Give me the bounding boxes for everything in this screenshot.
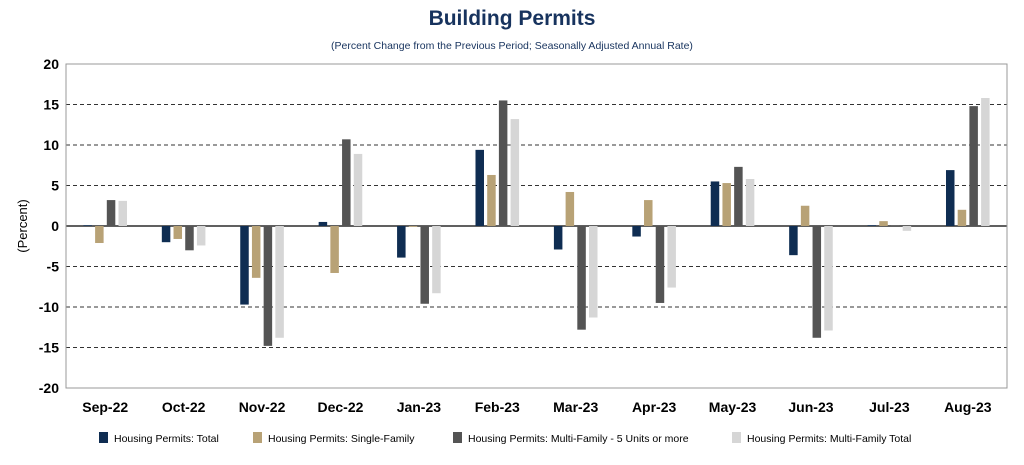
y-tick-label: 5 bbox=[51, 178, 59, 194]
bar bbox=[420, 226, 429, 304]
bar bbox=[745, 179, 755, 226]
bar bbox=[553, 226, 563, 250]
bar bbox=[722, 183, 731, 226]
bar bbox=[397, 226, 406, 258]
bar bbox=[867, 225, 877, 226]
bar bbox=[342, 139, 351, 226]
bar bbox=[824, 226, 833, 331]
bar bbox=[185, 226, 194, 251]
bar bbox=[275, 226, 284, 338]
bar bbox=[945, 170, 955, 226]
bar bbox=[981, 98, 990, 226]
legend-item: Housing Permits: Multi-Family - 5 Units … bbox=[453, 432, 689, 445]
bar bbox=[644, 200, 653, 226]
bar bbox=[263, 226, 273, 346]
x-tick-label: Sep-22 bbox=[82, 399, 128, 415]
x-tick-label: May-23 bbox=[709, 399, 757, 415]
bar bbox=[890, 225, 900, 226]
bar bbox=[902, 226, 912, 231]
x-tick-label: Jan-23 bbox=[397, 399, 442, 415]
bar bbox=[95, 226, 104, 244]
legend-label: Housing Permits: Multi-Family - 5 Units … bbox=[468, 433, 689, 445]
bar bbox=[632, 226, 641, 237]
y-tick-label: 20 bbox=[43, 56, 59, 72]
bar bbox=[353, 153, 363, 226]
legend-label: Housing Permits: Multi-Family Total bbox=[747, 433, 911, 445]
x-tick-label: Feb-23 bbox=[475, 399, 520, 415]
bar bbox=[173, 226, 183, 239]
bar bbox=[318, 221, 328, 226]
y-axis-label: (Percent) bbox=[15, 199, 30, 252]
bar bbox=[510, 119, 520, 226]
bar bbox=[969, 106, 978, 226]
y-tick-label: 0 bbox=[51, 218, 59, 234]
y-tick-label: -10 bbox=[39, 299, 59, 315]
legend-swatch bbox=[99, 432, 108, 443]
bar bbox=[498, 100, 508, 226]
bar bbox=[196, 226, 206, 246]
legend: Housing Permits: Total Housing Permits: S… bbox=[99, 432, 911, 445]
bar bbox=[432, 226, 441, 294]
legend-swatch bbox=[732, 432, 741, 443]
bar bbox=[812, 226, 822, 338]
bars bbox=[83, 98, 990, 346]
bar bbox=[106, 200, 116, 226]
legend-swatch bbox=[253, 432, 262, 443]
bar bbox=[734, 166, 743, 226]
chart-subtitle: (Percent Change from the Previous Period… bbox=[331, 40, 693, 52]
bar bbox=[655, 226, 665, 303]
x-tick-label: Dec-22 bbox=[317, 399, 363, 415]
bar bbox=[789, 226, 798, 256]
chart-title: Building Permits bbox=[428, 7, 596, 30]
bar bbox=[161, 226, 171, 243]
bar bbox=[118, 200, 128, 226]
bar bbox=[487, 174, 496, 226]
legend-item: Housing Permits: Total bbox=[99, 432, 219, 445]
y-tick-label: -15 bbox=[39, 340, 59, 356]
bar bbox=[240, 226, 249, 305]
y-tick-label: -20 bbox=[39, 380, 59, 396]
bar bbox=[330, 226, 339, 273]
x-tick-label: Apr-23 bbox=[632, 399, 677, 415]
bar bbox=[475, 149, 484, 226]
legend-item: Housing Permits: Single-Family bbox=[253, 432, 415, 445]
y-axis-ticks: 20 15 10 5 0 -5 -10 -15 -20 bbox=[39, 56, 59, 396]
x-tick-label: Oct-22 bbox=[162, 399, 206, 415]
bar bbox=[589, 226, 598, 318]
legend-label: Housing Permits: Single-Family bbox=[268, 433, 415, 445]
bar bbox=[710, 181, 720, 226]
bar bbox=[879, 221, 888, 226]
x-tick-label: Jul-23 bbox=[869, 399, 910, 415]
bar bbox=[83, 225, 92, 226]
x-tick-label: Mar-23 bbox=[553, 399, 598, 415]
y-tick-label: 10 bbox=[43, 137, 59, 153]
legend-item: Housing Permits: Multi-Family Total bbox=[732, 432, 911, 445]
legend-label: Housing Permits: Total bbox=[114, 433, 219, 445]
bar bbox=[565, 191, 575, 226]
legend-swatch bbox=[453, 432, 462, 443]
bar bbox=[408, 226, 418, 227]
x-axis-ticks: Sep-22 Oct-22 Nov-22 Dec-22 Jan-23 Feb-23 Mar-… bbox=[82, 399, 991, 415]
x-tick-label: Nov-22 bbox=[239, 399, 286, 415]
bar bbox=[957, 209, 967, 226]
y-tick-label: 15 bbox=[43, 97, 59, 113]
y-tick-label: -5 bbox=[47, 259, 60, 275]
plot-frame bbox=[65, 63, 1008, 389]
bar bbox=[667, 226, 676, 288]
gridlines bbox=[66, 104, 1007, 348]
x-tick-label: Jun-23 bbox=[788, 399, 833, 415]
bar bbox=[251, 226, 261, 278]
x-tick-label: Aug-23 bbox=[944, 399, 992, 415]
bar bbox=[577, 226, 586, 330]
bar bbox=[800, 205, 810, 226]
